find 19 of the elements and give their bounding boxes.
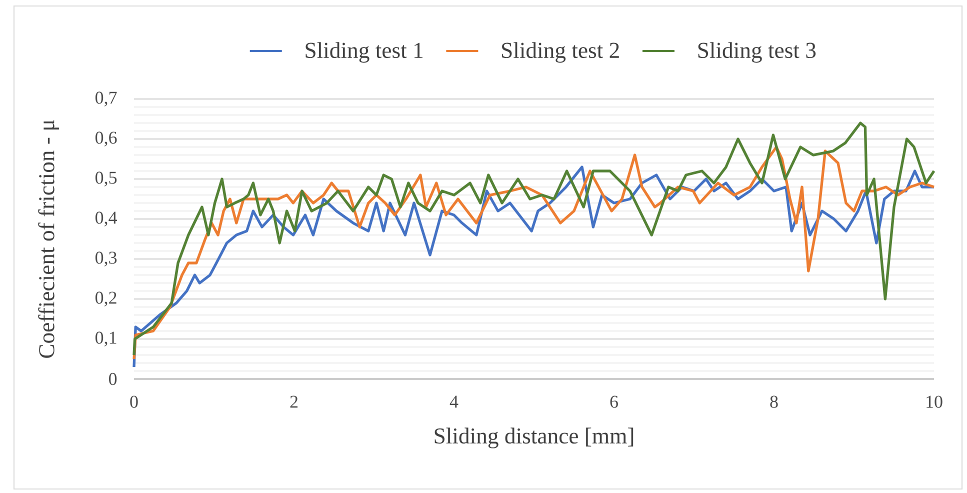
legend-label: Sliding test 2 [502, 42, 619, 63]
legend-label: Sliding test 1 [306, 42, 423, 63]
x-axis-title: Sliding distance [mm] [434, 428, 634, 448]
legend-label: Sliding test 3 [698, 42, 816, 63]
x-tick-label: 2 [290, 396, 298, 408]
x-tick-label: 4 [450, 396, 458, 408]
y-tick-label: 0 [108, 372, 117, 386]
x-tick-label: 8 [770, 396, 778, 408]
y-tick-label: 0,7 [95, 92, 117, 106]
y-tick-label: 0,1 [95, 332, 116, 346]
y-tick-label: 0,2 [95, 292, 116, 306]
x-tick-label: 6 [610, 396, 618, 408]
y-axis-title: Coeffiecient of friction - μ [38, 120, 59, 358]
y-tick-label: 0,5 [95, 172, 117, 186]
x-tick-label: 10 [926, 396, 942, 408]
x-tick-label: 0 [130, 396, 138, 408]
y-tick-label: 0,6 [95, 132, 117, 146]
y-tick-label: 0,4 [95, 212, 118, 226]
y-tick-label: 0,3 [95, 252, 117, 266]
